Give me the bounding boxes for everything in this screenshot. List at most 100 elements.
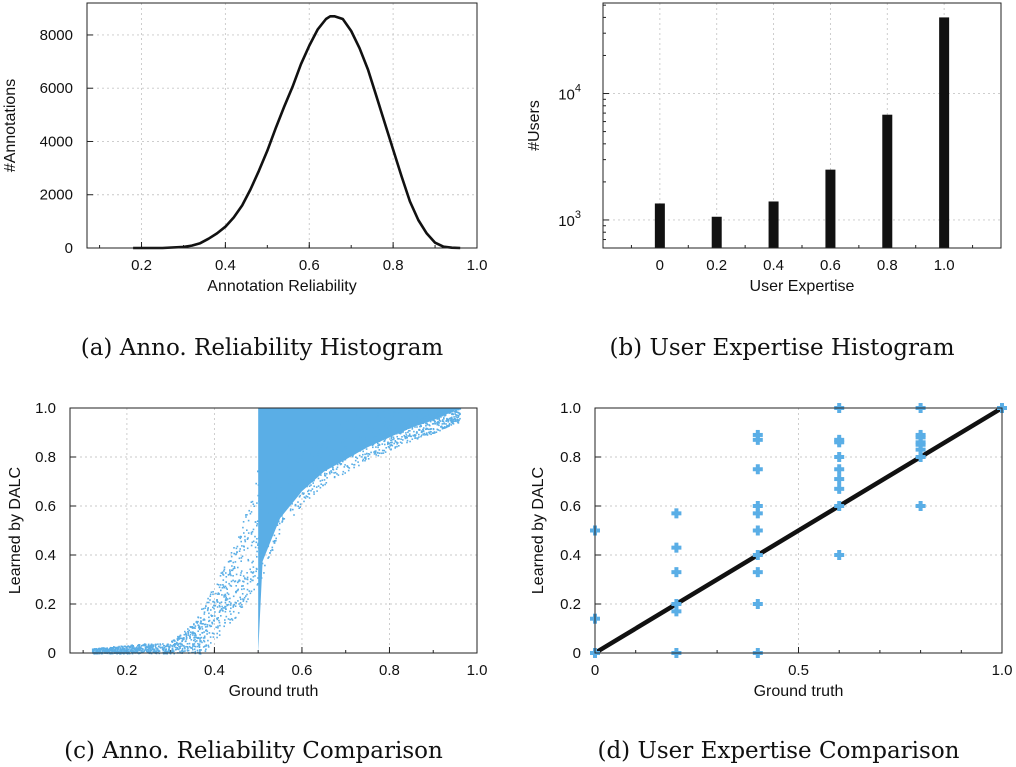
scatter-point (330, 464, 333, 467)
scatter-point (259, 510, 262, 513)
x-tick-label: 0.4 (204, 662, 225, 679)
scatter-point (311, 478, 314, 481)
scatter-point (189, 637, 191, 639)
scatter-point-vbar (837, 452, 842, 462)
panel-caption: (b) User Expertise Histogram (609, 335, 954, 361)
scatter-point (434, 410, 437, 413)
scatter-point (183, 638, 185, 640)
scatter-point (264, 460, 266, 462)
scatter-point (397, 429, 400, 432)
scatter-point (297, 477, 300, 479)
scatter-point (227, 593, 230, 596)
scatter-point (437, 412, 440, 415)
scatter-point (343, 430, 345, 432)
scatter-point (152, 644, 154, 647)
scatter-point (220, 608, 223, 610)
scatter-point (103, 650, 106, 652)
scatter-point (382, 424, 385, 426)
scatter-point (260, 463, 263, 466)
bar (882, 114, 893, 248)
scatter-point (313, 454, 315, 457)
scatter-point (381, 437, 383, 440)
scatter-point (387, 446, 390, 448)
scatter-point (187, 649, 190, 652)
scatter-point (302, 451, 305, 454)
scatter-point (454, 419, 457, 422)
scatter-point (261, 472, 264, 474)
scatter-point (197, 642, 199, 645)
scatter-point (431, 409, 433, 412)
scatter-point (308, 453, 311, 456)
scatter-point (362, 460, 364, 462)
scatter-point (243, 549, 245, 551)
scatter-point (298, 496, 301, 498)
panel-caption: (a) Anno. Reliability Histogram (81, 335, 444, 361)
scatter-point (323, 434, 326, 436)
scatter-point (322, 458, 324, 461)
scatter-point (238, 579, 241, 581)
scatter-point (114, 646, 116, 649)
scatter-point (305, 471, 307, 474)
scatter-point (433, 431, 436, 433)
scatter-point (162, 643, 164, 645)
scatter-point (326, 447, 328, 449)
scatter-point (377, 446, 379, 449)
scatter-point (193, 637, 195, 639)
scatter-point (431, 416, 433, 418)
scatter-point (189, 626, 192, 628)
scatter-point (313, 485, 315, 488)
scatter-point (350, 426, 352, 429)
scatter-point (339, 422, 341, 425)
scatter-point (95, 649, 97, 651)
scatter-point (254, 521, 257, 523)
scatter-point (146, 651, 149, 653)
y-tick-label: 1.0 (560, 400, 581, 417)
scatter-point (293, 475, 296, 477)
scatter-point (291, 448, 294, 451)
scatter-point (357, 424, 359, 426)
scatter-point (433, 408, 436, 410)
scatter-point (331, 445, 333, 447)
scatter-point (391, 411, 394, 413)
scatter-point (204, 623, 207, 626)
scatter-point (313, 491, 315, 493)
scatter-point (148, 647, 150, 649)
scatter-point (303, 480, 306, 483)
scatter-point (200, 617, 202, 619)
scatter-point (316, 490, 318, 492)
scatter-point (246, 576, 249, 579)
scatter-point (343, 425, 346, 428)
scatter-point (130, 644, 133, 647)
scatter-point (443, 408, 446, 411)
scatter-point (272, 540, 275, 543)
scatter-point (213, 607, 215, 610)
scatter-point (455, 420, 457, 423)
scatter-point (300, 458, 303, 461)
scatter-point (171, 650, 174, 653)
scatter-point (408, 425, 411, 427)
scatter-point (260, 543, 263, 546)
scatter-point (325, 451, 327, 454)
scatter-point (359, 437, 361, 440)
scatter-point (459, 408, 462, 410)
scatter-point (224, 593, 227, 596)
scatter-point (456, 408, 459, 411)
scatter-point (420, 418, 423, 421)
y-tick-label: 0.2 (560, 596, 581, 613)
scatter-point (414, 437, 417, 439)
scatter-point (338, 428, 341, 431)
scatter-point (404, 411, 407, 414)
scatter-point-vbar (755, 567, 760, 578)
scatter-point (232, 561, 235, 564)
scatter-point (187, 647, 189, 649)
scatter-point (344, 464, 346, 466)
scatter-point (303, 474, 306, 476)
scatter-point (291, 489, 293, 491)
scatter-point (350, 437, 353, 439)
scatter-point (187, 634, 189, 636)
scatter-point (187, 631, 190, 634)
scatter-point (255, 567, 258, 570)
scatter-point (328, 438, 330, 440)
scatter-point (372, 442, 375, 445)
scatter-point (303, 460, 305, 463)
